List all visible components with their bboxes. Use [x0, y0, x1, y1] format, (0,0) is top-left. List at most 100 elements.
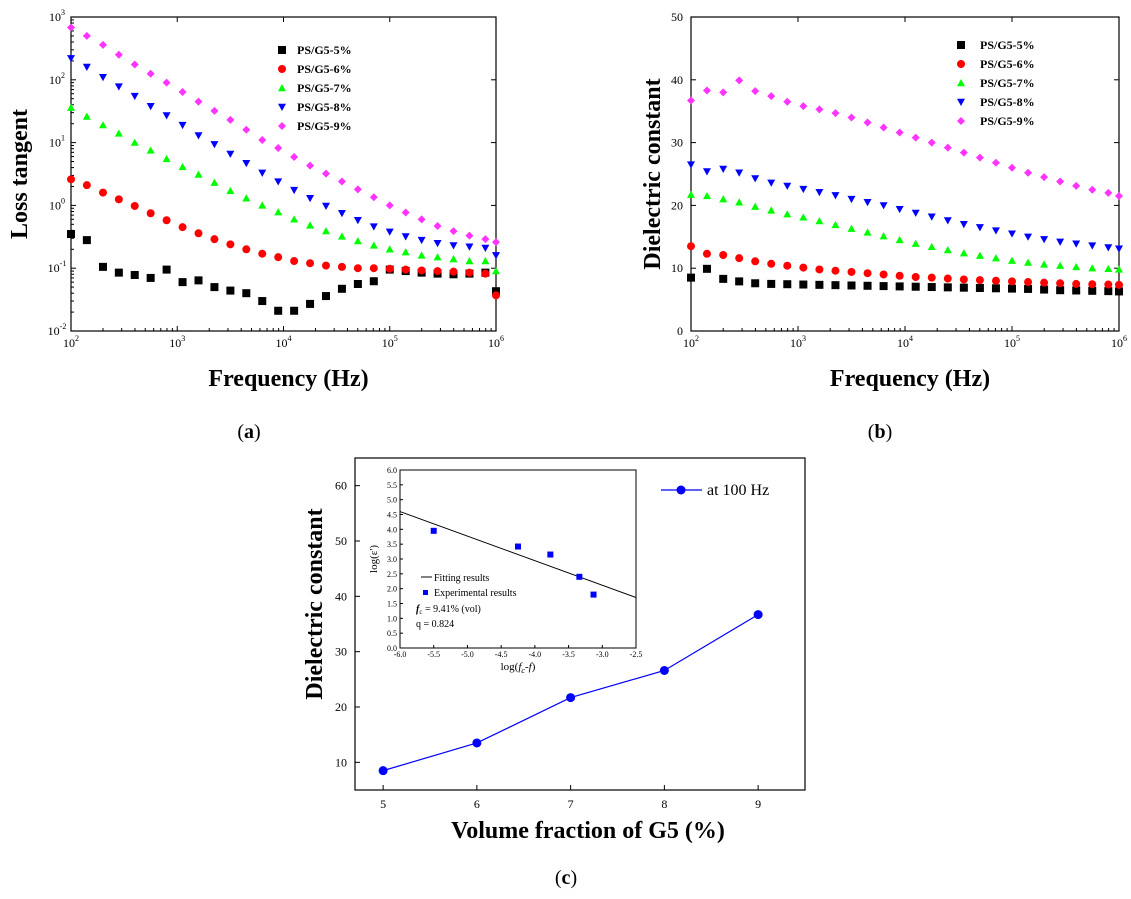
data-point — [274, 306, 283, 315]
data-point — [210, 283, 219, 292]
data-point — [146, 209, 155, 218]
data-point — [719, 88, 728, 97]
series-b-0 — [687, 264, 1123, 296]
data-point — [146, 102, 155, 111]
data-point — [959, 148, 968, 157]
data-point — [353, 237, 362, 245]
data-point — [98, 74, 107, 82]
data-point — [879, 202, 888, 210]
data-point — [1115, 287, 1123, 296]
inset-x-tick-label: -5.5 — [427, 650, 440, 659]
legend-marker-b — [957, 117, 965, 125]
inset-x-axis-title: log(fc-f) — [501, 661, 536, 675]
data-point — [258, 249, 267, 258]
data-point — [687, 273, 695, 282]
data-point — [322, 227, 331, 235]
data-point — [1056, 261, 1065, 269]
data-point — [369, 277, 378, 286]
inset-annotation-fc: fc = 9.41% (vol) — [416, 604, 481, 616]
y-tick-label-a: 10-1 — [48, 259, 67, 275]
data-point — [1056, 238, 1065, 246]
y-axis-title-a: Loss tangent — [7, 109, 33, 239]
series-b-1 — [687, 242, 1123, 289]
data-point — [687, 242, 695, 251]
data-point — [1104, 287, 1113, 296]
y-tick-label-c: 10 — [335, 755, 347, 769]
data-point — [975, 224, 984, 232]
data-point — [879, 282, 888, 291]
data-point — [1072, 286, 1081, 295]
data-point — [1115, 265, 1123, 273]
data-point — [465, 231, 474, 240]
data-point — [98, 188, 107, 197]
data-point — [492, 267, 500, 275]
data-point — [879, 232, 888, 240]
data-point — [751, 175, 760, 183]
inset-y-tick-label: 3.5 — [387, 540, 397, 549]
data-point — [895, 282, 904, 291]
x-tick-label-a: 103 — [169, 334, 185, 350]
data-point — [306, 195, 315, 203]
inset-x-tick-label: -3.5 — [562, 650, 575, 659]
data-point — [687, 190, 695, 198]
data-point — [959, 283, 968, 292]
data-point — [162, 265, 171, 274]
data-point — [226, 150, 235, 158]
x-axis-title-c: Volume fraction of G5 (%) — [451, 818, 725, 844]
data-point — [194, 276, 203, 285]
data-point — [1104, 264, 1113, 273]
data-point — [210, 178, 219, 186]
data-point — [274, 178, 283, 186]
data-point — [385, 228, 394, 236]
data-point — [194, 132, 203, 140]
data-point — [659, 665, 669, 675]
data-point — [322, 202, 331, 210]
data-point — [1040, 260, 1049, 268]
data-point — [114, 268, 123, 277]
data-point — [353, 217, 362, 225]
inset-y-tick-label: 6.0 — [387, 466, 397, 475]
data-point — [991, 276, 1000, 285]
legend-label-c: at 100 Hz — [707, 482, 769, 499]
data-point — [242, 194, 251, 202]
data-point — [67, 230, 75, 239]
data-point — [258, 169, 267, 177]
data-point — [927, 273, 936, 282]
data-point — [449, 267, 458, 276]
chart-c: 5 6 7 8 9 10 20 30 40 50 60 Volume fraction of G5 (… — [302, 457, 806, 844]
data-point — [751, 279, 760, 288]
data-point — [242, 159, 251, 168]
data-point — [337, 284, 346, 293]
data-point — [114, 83, 123, 91]
data-point — [385, 245, 394, 253]
data-point — [258, 201, 267, 209]
data-point — [242, 245, 251, 254]
legend-label-a: PS/G5-8% — [297, 100, 352, 114]
legend-label-a: PS/G5-6% — [297, 62, 352, 76]
data-point — [895, 205, 904, 214]
inset-y-tick-label: 2.0 — [387, 585, 397, 594]
data-point — [481, 244, 490, 252]
data-point — [566, 693, 576, 703]
data-point — [492, 287, 500, 296]
data-point — [465, 268, 474, 277]
data-point — [879, 123, 888, 132]
inset-annotation-q: q = 0.824 — [416, 619, 454, 630]
data-point — [847, 224, 856, 232]
data-point — [274, 253, 283, 262]
inset-data-point — [430, 527, 437, 534]
data-point — [306, 299, 315, 308]
data-point — [815, 217, 824, 225]
data-point — [702, 191, 711, 200]
data-point — [1024, 168, 1033, 177]
data-point — [1040, 236, 1049, 244]
data-point — [481, 257, 490, 265]
data-point — [1024, 258, 1033, 266]
data-point — [847, 281, 856, 290]
data-point — [895, 271, 904, 280]
panel-label-c: (c) — [555, 867, 577, 889]
data-point — [130, 138, 139, 146]
data-point — [98, 262, 107, 271]
data-point — [449, 255, 458, 263]
data-point — [306, 161, 315, 170]
